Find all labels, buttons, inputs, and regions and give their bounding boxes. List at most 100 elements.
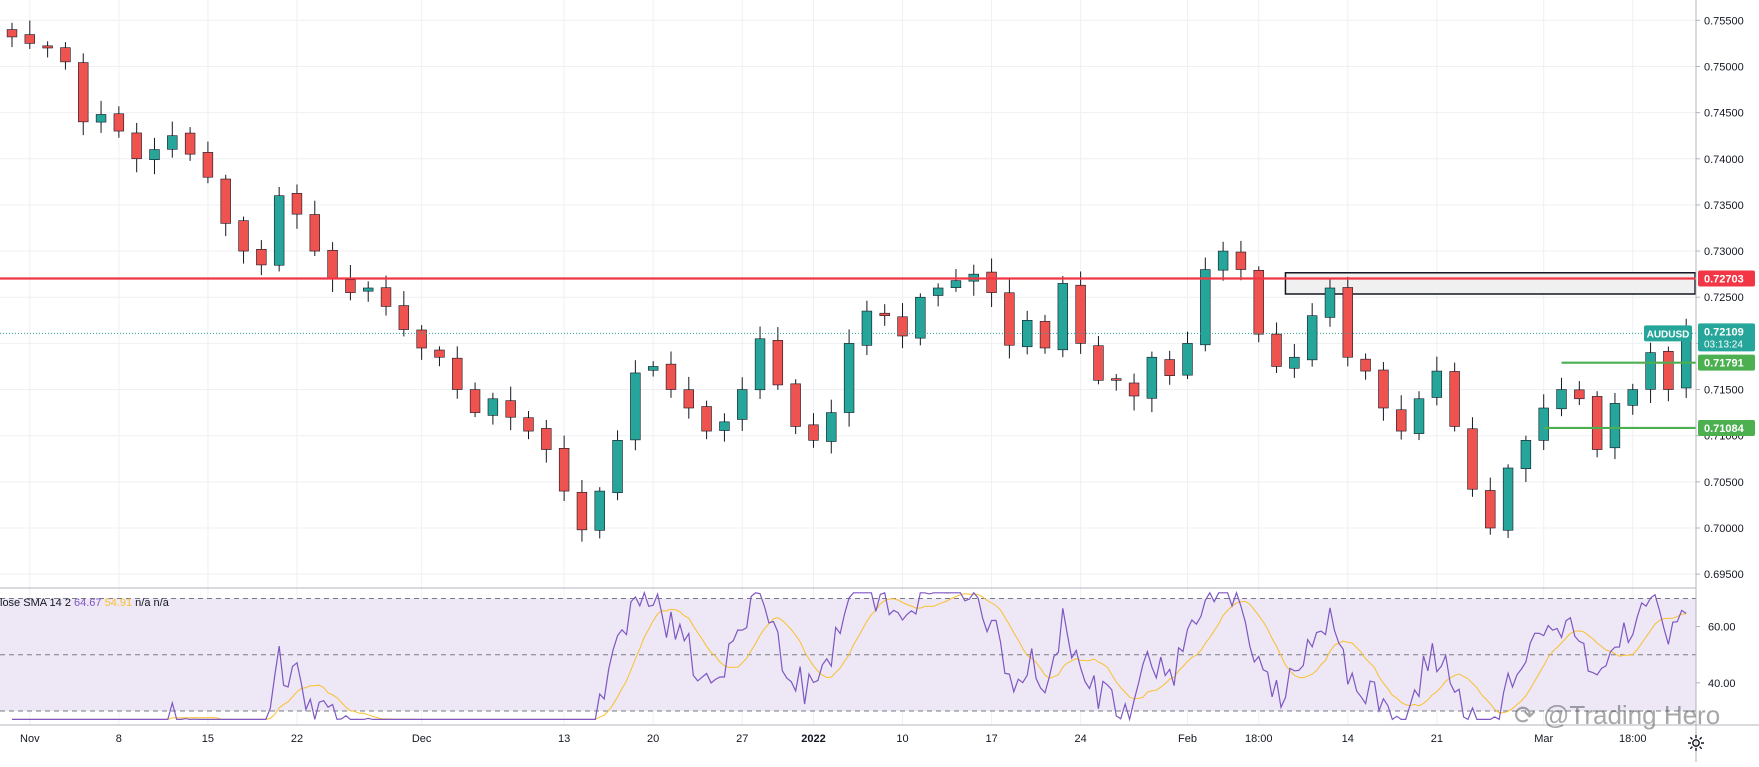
candle-body <box>1591 396 1603 450</box>
candle-body <box>1075 284 1086 344</box>
candle-body <box>1253 269 1264 335</box>
candle-body <box>1217 250 1229 271</box>
candle-body <box>469 389 481 413</box>
candle-body <box>950 280 962 289</box>
time-tick-label: 18:00 <box>1619 733 1647 745</box>
watermark-logo-icon: ⟳ <box>1514 700 1544 730</box>
candle-body <box>220 178 231 224</box>
time-tick-label: 24 <box>1075 733 1087 745</box>
candle-body <box>1485 490 1496 529</box>
time-tick-label: 20 <box>647 733 659 745</box>
candle-body <box>1574 389 1585 400</box>
symbol-text: AUDUSD <box>1647 329 1690 340</box>
candle-body <box>113 113 125 132</box>
gear-icon[interactable] <box>1686 733 1706 753</box>
time-tick-label: 8 <box>116 733 122 745</box>
candle-body <box>612 440 623 494</box>
time-tick-label: 13 <box>558 733 570 745</box>
price-tick-label: 0.70000 <box>1704 523 1744 535</box>
candle-body <box>1271 333 1282 367</box>
candle-body <box>790 383 801 427</box>
candle-body <box>932 287 944 296</box>
candle-body <box>24 34 36 44</box>
candle-body <box>719 421 730 431</box>
candle-body <box>309 214 320 252</box>
time-tick-label: 22 <box>291 733 303 745</box>
candle-body <box>184 132 196 155</box>
candle-body <box>1449 371 1460 427</box>
candle-body <box>1128 382 1140 397</box>
symbol-badge <box>1644 325 1692 342</box>
candle-body <box>291 193 303 215</box>
watermark: ⟳ @Trading Hero <box>1514 700 1720 731</box>
candle-body <box>149 149 160 161</box>
time-tick-label: 17 <box>985 733 997 745</box>
time-tick-label: 18:00 <box>1245 733 1273 745</box>
rsi-tick-label: 60.00 <box>1708 622 1736 634</box>
candle-body <box>861 310 873 346</box>
candles <box>6 20 1692 542</box>
candle-body <box>1520 440 1532 469</box>
candle-body <box>1200 269 1211 346</box>
candle-body <box>95 114 107 123</box>
time-tick-label: 15 <box>202 733 214 745</box>
candle-body <box>273 195 285 266</box>
candle-body <box>1431 370 1443 398</box>
candle-body <box>523 417 534 432</box>
candle-body <box>1182 343 1193 376</box>
candle-body <box>380 287 392 307</box>
level-price-badge <box>1698 354 1755 371</box>
candle-body <box>1645 352 1656 390</box>
candle-body <box>1378 369 1389 409</box>
rsi-line <box>12 590 1687 722</box>
candle-body <box>434 349 445 358</box>
candle-body <box>1111 378 1122 381</box>
candle-body <box>1396 409 1407 432</box>
levels <box>0 277 1696 430</box>
current-price-badge <box>1698 323 1755 352</box>
candle-body <box>1538 407 1549 441</box>
rsi-pane: 60.00 40.00 lose SMA 14 2 64.67 54.91 n/a … <box>0 590 1736 722</box>
candle-body <box>487 398 499 416</box>
rsi-legend-sma-value: 54.91 <box>102 597 133 609</box>
rsi-legend-name: lose SMA 14 2 <box>0 597 71 609</box>
candle-body <box>737 389 748 420</box>
candle-body <box>594 490 605 531</box>
candle-body <box>1324 287 1336 318</box>
time-tick-label: Feb <box>1178 733 1197 745</box>
candle-body <box>1306 315 1318 361</box>
candle-body <box>576 491 588 531</box>
candle-body <box>701 406 712 432</box>
candle-body <box>1556 389 1567 410</box>
candle-body <box>541 428 552 450</box>
time-tick-label: Mar <box>1534 733 1553 745</box>
rsi-legend-na2: n/a <box>150 597 169 609</box>
price-tick-label: 0.69500 <box>1704 569 1744 581</box>
candle-body <box>630 372 641 441</box>
rsi-sma-line <box>12 593 1687 720</box>
candle-body <box>345 279 356 293</box>
candle-body <box>1039 321 1051 349</box>
candle-body <box>754 338 766 391</box>
price-tick-label: 0.70500 <box>1704 477 1744 489</box>
rsi-legend: lose SMA 14 2 64.67 54.91 n/a n/a <box>0 597 170 609</box>
candle-body <box>915 296 926 339</box>
candle-body <box>897 316 908 337</box>
candle-body <box>1342 287 1353 358</box>
price-tick-label: 0.72500 <box>1704 292 1744 304</box>
candle-body <box>1609 403 1621 449</box>
price-tick-label: 0.73000 <box>1704 246 1744 258</box>
candle-body <box>1146 356 1158 399</box>
candle-body <box>826 412 837 442</box>
candle-body <box>1164 359 1175 376</box>
level-price-text: 0.71084 <box>1704 423 1745 435</box>
candle-body <box>1663 351 1674 390</box>
candle-body <box>1467 428 1478 490</box>
candle-body <box>167 135 178 150</box>
candle-body <box>238 220 249 252</box>
candle-body <box>1093 345 1104 381</box>
time-tick-label: Nov <box>20 733 40 745</box>
